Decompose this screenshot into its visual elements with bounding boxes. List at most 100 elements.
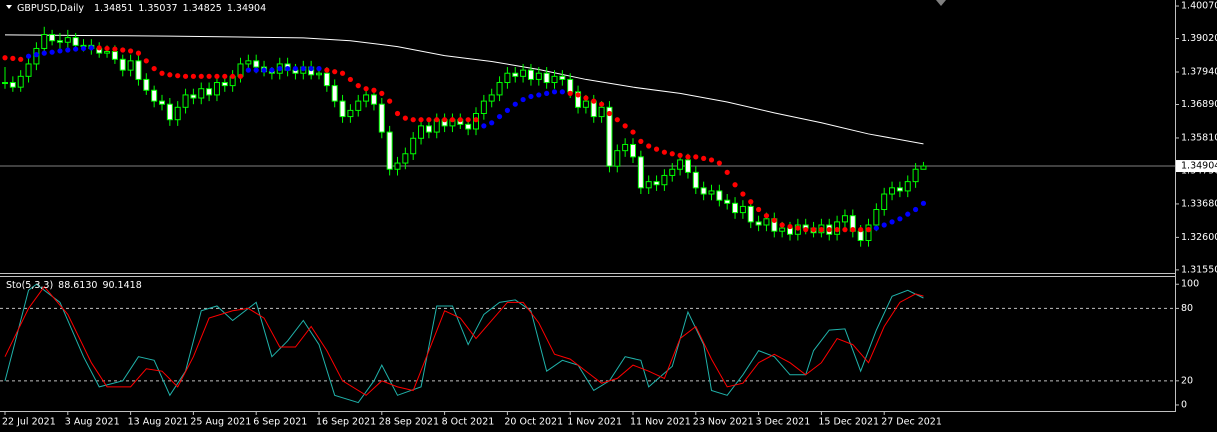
candle-body <box>708 190 715 195</box>
trail-dot <box>253 67 259 73</box>
trail-dot <box>771 217 777 223</box>
trail-dot <box>18 56 24 62</box>
trail-dot <box>489 120 495 126</box>
trail-dot <box>481 123 487 129</box>
x-tick-label: 16 Sep 2021 <box>316 417 376 428</box>
trail-dot <box>300 65 306 72</box>
trail-dot <box>583 95 589 101</box>
candle-body <box>535 72 542 80</box>
trail-dot <box>889 219 895 225</box>
candle-body <box>143 78 150 91</box>
trail-dot <box>2 55 8 61</box>
candle-body <box>912 168 919 183</box>
trail-dot <box>261 67 267 73</box>
trail-dot <box>402 115 408 121</box>
candle-body <box>159 100 165 105</box>
candle-body <box>661 174 668 186</box>
stochastic-line <box>4 285 924 396</box>
candle-body <box>363 94 370 102</box>
symbol: GBPUSD,Daily <box>17 3 84 14</box>
trail-dot <box>128 48 134 54</box>
x-tick-label: 28 Sep 2021 <box>379 417 439 428</box>
candle-body <box>378 103 385 133</box>
price-box-label: 1.34904 <box>1181 161 1217 172</box>
candle-body <box>127 60 134 71</box>
x-tick-label: 20 Oct 2021 <box>504 417 563 428</box>
low-label: 1.34825 <box>183 3 222 14</box>
candle-body <box>425 125 432 133</box>
candle-body <box>747 205 754 223</box>
candle-body <box>653 181 660 186</box>
trail-dot <box>104 45 110 52</box>
candle-body <box>527 69 534 80</box>
trail-dot <box>685 154 691 160</box>
candle-body <box>889 187 896 195</box>
candle-body <box>739 205 746 214</box>
trail-dot <box>693 154 699 160</box>
trail-dot <box>143 58 149 64</box>
trail-dot <box>387 98 393 104</box>
trail-dot <box>25 53 32 59</box>
candle-body <box>645 181 652 189</box>
candle-body <box>465 123 472 130</box>
indicator-name: Sto(5,3,3) <box>6 280 53 291</box>
trail-dot <box>826 227 832 233</box>
trail-dot <box>834 227 840 233</box>
candle-body <box>575 91 582 108</box>
trail-dot <box>732 182 738 188</box>
candle-body <box>347 109 354 118</box>
trail-dot <box>198 73 204 79</box>
candle-body <box>2 82 8 85</box>
trail-dot <box>151 65 157 72</box>
candle-body <box>841 215 848 223</box>
trail-dot <box>551 89 558 95</box>
candle-body <box>213 82 220 96</box>
trail-dot <box>881 222 887 228</box>
trail-dot <box>418 117 424 123</box>
trail-dot <box>748 199 754 205</box>
y-tick-label: 100 <box>1181 279 1199 290</box>
trail-dot <box>724 169 730 175</box>
candle-body <box>206 88 213 96</box>
trail-dot <box>622 123 628 129</box>
trail-dot <box>504 107 510 113</box>
candle-body <box>920 165 927 170</box>
trail-dot <box>316 65 322 72</box>
x-tick-label: 13 Aug 2021 <box>128 417 189 428</box>
trail-dot <box>324 67 330 73</box>
trail-dot <box>245 67 251 73</box>
trail-dot <box>496 113 503 120</box>
trail-dot <box>363 86 369 92</box>
candle-body <box>630 143 636 158</box>
trail-dot <box>175 73 181 79</box>
candle-body <box>779 227 786 232</box>
trail-dot <box>638 138 644 144</box>
candle-body <box>402 153 409 164</box>
candle-body <box>480 100 487 114</box>
trail-dot <box>606 110 613 117</box>
trail-dot <box>120 47 126 53</box>
trail-dot <box>308 65 314 72</box>
trail-dot <box>222 73 228 79</box>
trail-dot <box>371 87 377 93</box>
open-label: 1.34851 <box>94 3 133 14</box>
trail-dot <box>646 143 652 149</box>
trail-dot <box>536 92 542 98</box>
candle-body <box>857 230 864 241</box>
y-tick-label: 1.36890 <box>1181 99 1217 110</box>
trail-dot <box>567 90 573 96</box>
trail-dot <box>206 73 212 79</box>
trail-dot <box>544 90 550 96</box>
trail-dot <box>591 98 597 104</box>
candle-body <box>9 82 16 88</box>
candle-body <box>323 72 330 87</box>
trail-dot <box>135 50 142 56</box>
d-label: 90.1418 <box>102 280 141 291</box>
candle-body <box>56 40 63 43</box>
candle-body <box>873 209 880 226</box>
trail-dot <box>88 45 94 51</box>
candle-body <box>598 106 605 118</box>
candle-body <box>677 159 684 170</box>
